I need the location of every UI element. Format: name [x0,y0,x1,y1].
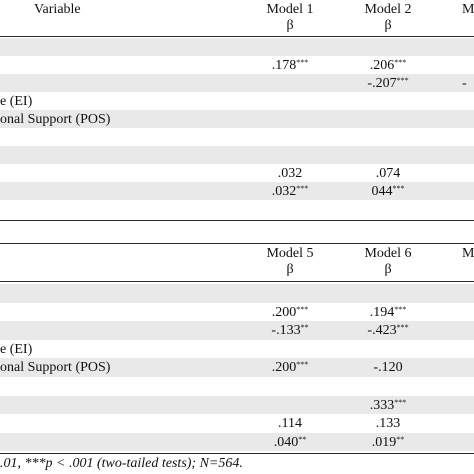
model-7-header: M [462,246,474,261]
coef-cell-col1: .200*** [271,304,309,320]
row-label: onal Support (POS) [0,360,111,376]
variable-header: Variable [34,2,81,17]
table-row: e (EI) [0,340,474,359]
table-row: -.207*** - [0,74,474,92]
beta-2-label: β [384,18,392,33]
coef-cell-col1: .178*** [271,58,309,73]
coef-cell-col2: .133 [375,416,401,432]
significance-stars: ** [300,323,309,333]
coef-cell-col1: -.133** [271,323,309,339]
model-6-header: Model 6 [364,246,412,261]
significance-stars: *** [296,360,309,370]
row-label: e (EI) [0,341,33,357]
table-2-bottom-rule [0,453,474,454]
coef-cell-col1: .040** [273,434,307,450]
table-row [0,284,474,303]
row-label: e (EI) [0,94,33,109]
significance-stars: *** [296,304,309,314]
significance-stars: *** [394,304,407,314]
coef-cell-col2: 044*** [371,184,405,199]
beta-1-label: β [286,18,294,33]
significance-stars: *** [296,184,309,193]
coef-cell-col2: .333*** [369,397,407,413]
beta-5-label: β [286,262,294,277]
coef-cell-col1: .114 [278,416,302,432]
significance-stars: ** [396,434,405,444]
table-row: .032 .074 [0,164,474,182]
coef-cell-col2: -.207*** [367,76,409,91]
coef-cell-col2: -.423*** [367,323,409,339]
header-rule-1 [0,36,474,37]
model-3-header: M [462,2,474,17]
table-row: .178*** .206*** [0,56,474,74]
table-row: .200*** .194*** [0,303,474,322]
table-2-top-rule [0,243,474,244]
coef-cell-col2: .206*** [369,58,407,73]
coef-cell-col2: .194*** [369,304,407,320]
coef-cell-col1: .032*** [271,184,309,199]
footnote: .01, ***p < .001 (two-tailed tests); N=5… [0,456,243,471]
significance-stars: *** [392,184,405,193]
table-row: onal Support (POS) .200*** -.120 [0,358,474,377]
header-rule-2 [0,281,474,282]
coef-cell-col2: .074 [375,166,401,181]
table-row: .114 .133 [0,414,474,433]
table-row [0,146,474,164]
table-row [0,38,474,56]
significance-stars: *** [296,58,309,67]
significance-stars: ** [298,434,307,444]
coef-cell-col1: .200*** [271,360,309,376]
coef-cell-col2: .019** [371,434,405,450]
significance-stars: *** [394,397,407,407]
table-row [0,128,474,146]
model-2-header: Model 2 [364,2,412,17]
table-row: .040** .019** [0,432,474,452]
table-row [0,377,474,396]
model-5-header: Model 5 [266,246,314,261]
coef-cell-col1: .032 [277,166,303,181]
row-label: onal Support (POS) [0,112,111,127]
coef-cell-col2: -.120 [373,360,403,376]
significance-stars: *** [396,323,409,333]
model-1-header: Model 1 [266,2,314,17]
table-1-bottom-rule [0,220,474,221]
table-row: .032*** 044*** [0,182,474,200]
significance-stars: *** [394,58,407,67]
significance-stars: *** [396,76,409,85]
beta-6-label: β [384,262,392,277]
table-row: onal Support (POS) [0,110,474,128]
coef-cell-col3: - [462,76,467,91]
table-row: .333*** [0,395,474,415]
table-row: e (EI) [0,92,474,110]
table-row: -.133** -.423*** [0,321,474,340]
